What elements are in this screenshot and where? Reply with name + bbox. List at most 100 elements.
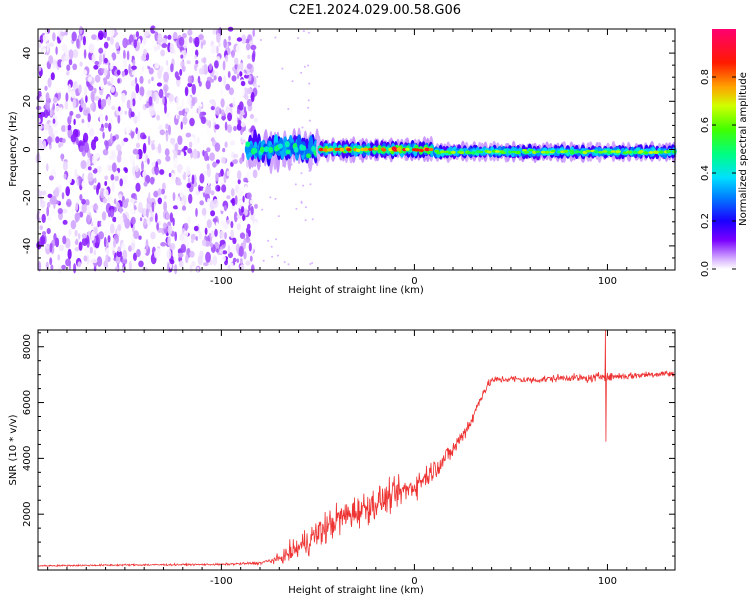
noise-speckle (101, 211, 107, 221)
noise-speckle (91, 53, 96, 63)
noise-speckle (143, 181, 148, 187)
noise-speckle (267, 239, 270, 242)
noise-speckle (91, 34, 97, 40)
noise-speckle (231, 49, 235, 58)
noise-speckle (66, 64, 71, 71)
carrier-cell (339, 147, 345, 152)
carrier-cell (643, 151, 649, 155)
noise-speckle (210, 106, 215, 111)
noise-speckle (54, 187, 60, 198)
noise-speckle (84, 141, 89, 153)
noise-speckle (183, 222, 189, 231)
carrier-cell (459, 151, 465, 155)
noise-speckle (182, 205, 186, 211)
noise-speckle (161, 43, 168, 49)
noise-speckle (178, 36, 185, 47)
carrier-cell (328, 147, 334, 151)
noise-speckle (200, 116, 206, 124)
noise-speckle (219, 239, 226, 245)
noise-speckle (254, 203, 258, 209)
noise-speckle (219, 249, 223, 254)
noise-speckle (196, 190, 200, 196)
noise-speckle (204, 227, 208, 235)
noise-speckle (153, 93, 156, 102)
noise-speckle (87, 166, 92, 171)
noise-speckle (156, 43, 161, 51)
noise-speckle (172, 217, 175, 227)
noise-speckle (176, 105, 182, 112)
noise-speckle (72, 81, 77, 90)
noise-speckle (224, 205, 227, 212)
noise-speckle (156, 82, 163, 87)
noise-speckle (248, 229, 251, 238)
noise-speckle (35, 105, 42, 111)
noise-speckle (110, 174, 115, 181)
spectrogram-marks (35, 25, 677, 275)
noise-speckle (174, 264, 178, 275)
noise-speckle (109, 208, 115, 218)
noise-speckle (232, 153, 239, 158)
noise-speckle (94, 74, 101, 83)
carrier-cell (368, 147, 374, 151)
noise-speckle (147, 60, 153, 67)
noise-speckle (140, 45, 143, 51)
noise-speckle (110, 56, 113, 67)
noise-speckle (66, 70, 70, 76)
noise-speckle (168, 172, 172, 178)
spectrogram-x-label: Height of straight line (km) (288, 285, 424, 296)
noise-speckle (122, 37, 128, 49)
noise-speckle (261, 208, 264, 211)
noise-speckle (231, 75, 237, 82)
noise-speckle (159, 129, 165, 136)
noise-speckle (168, 144, 174, 151)
colorbar-gradient (712, 29, 736, 269)
noise-speckle (212, 255, 218, 266)
noise-speckle (218, 76, 222, 83)
noise-speckle (85, 199, 90, 207)
carrier-cell (252, 148, 258, 154)
snr-y-tick-label: 8000 (22, 334, 33, 359)
noise-speckle (154, 45, 157, 52)
noise-speckle (236, 223, 241, 231)
noise-speckle (129, 98, 133, 109)
noise-speckle (230, 243, 237, 255)
noise-speckle (187, 215, 191, 224)
noise-speckle (126, 50, 130, 61)
noise-speckle (205, 251, 211, 263)
noise-speckle (77, 261, 82, 268)
noise-speckle (307, 106, 310, 109)
noise-speckle (78, 84, 82, 94)
noise-speckle (129, 154, 135, 165)
noise-speckle (192, 139, 198, 146)
noise-speckle (251, 52, 256, 63)
carrier-cell (544, 150, 550, 154)
carrier-cell (444, 150, 449, 153)
noise-speckle (168, 93, 174, 102)
noise-speckle (183, 145, 188, 151)
noise-speckle (188, 141, 193, 149)
noise-speckle (117, 150, 122, 157)
noise-speckle (87, 172, 94, 183)
noise-speckle (96, 256, 103, 267)
carrier-cell (638, 150, 644, 153)
noise-speckle (167, 235, 171, 247)
noise-speckle (52, 209, 55, 216)
noise-speckle (104, 181, 108, 186)
noise-speckle (210, 242, 213, 248)
noise-speckle (72, 63, 78, 71)
noise-speckle (196, 136, 200, 144)
noise-speckle (41, 231, 47, 236)
noise-speckle (218, 172, 222, 178)
noise-speckle (245, 260, 251, 266)
noise-speckle (38, 124, 43, 130)
noise-speckle (52, 96, 58, 104)
noise-speckle (116, 50, 120, 55)
noise-speckle (61, 43, 68, 52)
noise-speckle (209, 99, 216, 104)
noise-speckle (150, 176, 155, 185)
snr-x-label: Height of straight line (km) (288, 585, 424, 596)
noise-speckle (172, 192, 176, 202)
noise-speckle (104, 175, 109, 181)
noise-speckle (233, 125, 237, 132)
noise-speckle (143, 30, 150, 37)
